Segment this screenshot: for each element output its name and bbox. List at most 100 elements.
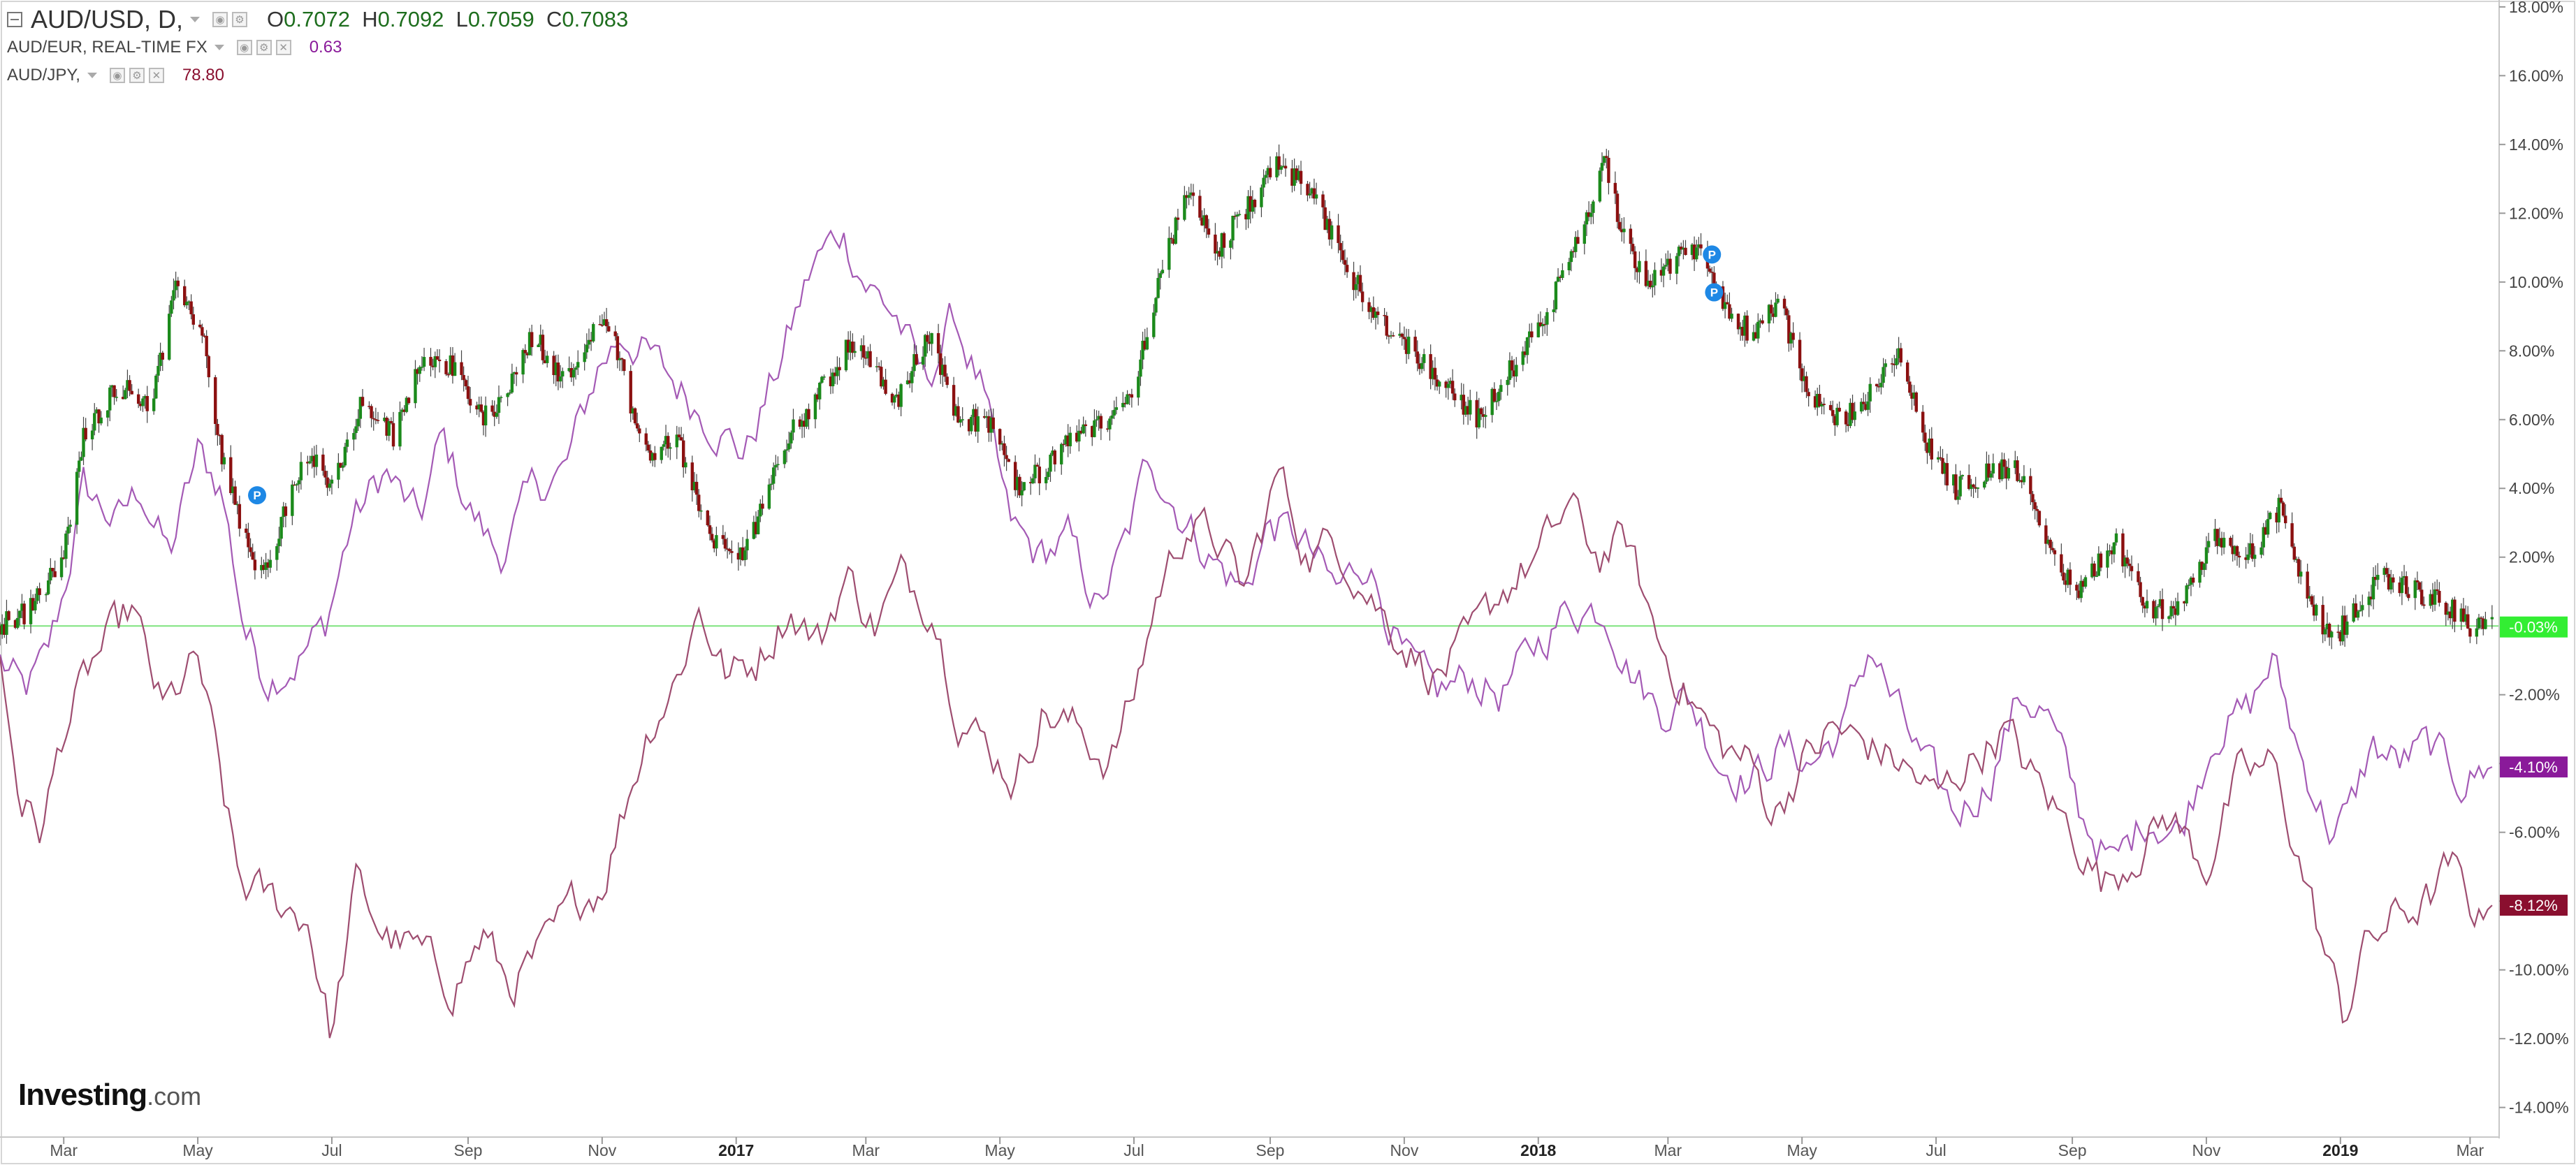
candle-body [1989, 473, 1993, 478]
candle-body [664, 436, 668, 445]
close-icon[interactable]: ✕ [275, 40, 291, 55]
pivot-marker[interactable] [1703, 245, 1722, 264]
candle-body [2206, 541, 2211, 548]
candle-body [602, 319, 606, 325]
chevron-down-icon[interactable] [190, 17, 201, 22]
pivot-marker[interactable] [248, 486, 267, 505]
eye-icon[interactable]: ◉ [109, 68, 125, 83]
candle-body [2323, 629, 2327, 635]
candle-body [2479, 617, 2483, 619]
gear-icon[interactable]: ⚙ [256, 40, 272, 55]
candle-body [982, 416, 987, 418]
candle-body [97, 409, 101, 424]
x-tick-label: 2019 [2322, 1141, 2358, 1159]
main-symbol-label[interactable]: AUD/USD, D, [31, 5, 184, 34]
candle-body [2145, 601, 2149, 609]
compare2-symbol-label[interactable]: AUD/JPY, [7, 66, 80, 85]
candle-body [600, 325, 604, 326]
candle-body [552, 356, 555, 376]
candle-body [1752, 332, 1756, 341]
candle-body [662, 444, 666, 447]
candle-body [1371, 307, 1376, 318]
candle-body [660, 446, 663, 460]
gear-icon[interactable]: ⚙ [129, 68, 145, 83]
candle-body [1991, 463, 1995, 474]
candle-body [1438, 381, 1441, 387]
candle-body [1772, 313, 1775, 317]
eye-icon[interactable]: ◉ [212, 12, 228, 27]
candle-body [1020, 490, 1024, 496]
candle-body [1908, 381, 1912, 393]
candle-body [961, 419, 964, 420]
candle-body [1677, 247, 1681, 256]
time-axis[interactable]: Mar May Jul Sep Nov 2017 Mar May Jul Sep Nov 2018 Ma… [50, 1137, 2484, 1159]
candle-body [2420, 589, 2424, 605]
price-axis[interactable]: 18.00% 16.00% 14.00% 12.00% 10.00% 8.00% 6.00%… [2499, 0, 2569, 1117]
compare1-symbol-label[interactable]: AUD/EUR, REAL-TIME FX [7, 38, 208, 57]
candle-body [1699, 244, 1703, 249]
candle-body [2345, 621, 2349, 635]
candle-body [437, 359, 442, 362]
candle-body [1538, 322, 1543, 327]
candle-body [2343, 615, 2347, 635]
candle-body [46, 580, 50, 594]
candle-body [128, 380, 131, 391]
candle-body [1354, 284, 1358, 291]
candle-body [1613, 182, 1617, 194]
candle-body [2167, 616, 2171, 620]
eye-icon[interactable]: ◉ [236, 40, 252, 55]
candle-body [2464, 614, 2468, 622]
candle-body [38, 588, 41, 595]
candle-body [126, 380, 129, 390]
legend-compare2-row[interactable]: AUD/JPY, ◉ ⚙ ✕ 78.80 [7, 61, 628, 89]
candle-body [481, 411, 486, 426]
candle-body [2484, 619, 2487, 629]
candle-body [1569, 251, 1573, 263]
legend-compare1-row[interactable]: AUD/EUR, REAL-TIME FX ◉ ⚙ ✕ 0.63 [7, 34, 628, 61]
candle-body [2191, 578, 2195, 583]
candle-body [1484, 415, 1487, 417]
candle-body [354, 426, 358, 433]
candle-body [2099, 553, 2103, 568]
candle-body [2060, 554, 2063, 573]
candle-body [1137, 376, 1140, 398]
candle-body [1398, 333, 1402, 336]
candle-body [1536, 322, 1540, 337]
chevron-down-icon[interactable] [214, 45, 224, 50]
candle-body [2373, 577, 2378, 580]
candle-body [13, 620, 17, 628]
candle-body [638, 428, 641, 434]
candle-body [44, 594, 48, 596]
candle-body [433, 356, 437, 367]
candle-body [1690, 244, 1694, 256]
candle-body [2268, 513, 2272, 520]
marker-layer[interactable]: P P P [248, 245, 1724, 505]
candle-body [310, 455, 314, 462]
candle-body [1774, 302, 1777, 317]
collapse-legend-icon[interactable] [7, 12, 22, 27]
candle-body [1818, 393, 1821, 406]
candle-body [2044, 525, 2048, 544]
candle-body [1444, 381, 1448, 388]
candle-body [1882, 367, 1885, 383]
chevron-down-icon[interactable] [87, 73, 97, 78]
candle-body [1202, 215, 1206, 226]
candle-body [99, 417, 103, 424]
candle-body [1260, 187, 1263, 207]
candle-body [2398, 582, 2401, 594]
x-tick-label: 2017 [718, 1141, 754, 1159]
gear-icon[interactable]: ⚙ [232, 12, 248, 27]
candle-body [525, 353, 530, 356]
y-tick-label: 12.00% [2509, 204, 2563, 222]
candle-body [1299, 170, 1303, 184]
close-icon[interactable]: ✕ [148, 68, 164, 83]
candle-body [68, 525, 72, 527]
candle-body [2433, 589, 2437, 605]
candle-body [1038, 467, 1041, 483]
candle-body [1675, 256, 1679, 274]
legend-main-row[interactable]: AUD/USD, D, ◉ ⚙ O0.7072 H0.7092 L0.7059 … [7, 5, 628, 34]
candle-body [1477, 408, 1481, 427]
candle-body [205, 335, 208, 356]
pivot-marker[interactable] [1705, 283, 1724, 302]
